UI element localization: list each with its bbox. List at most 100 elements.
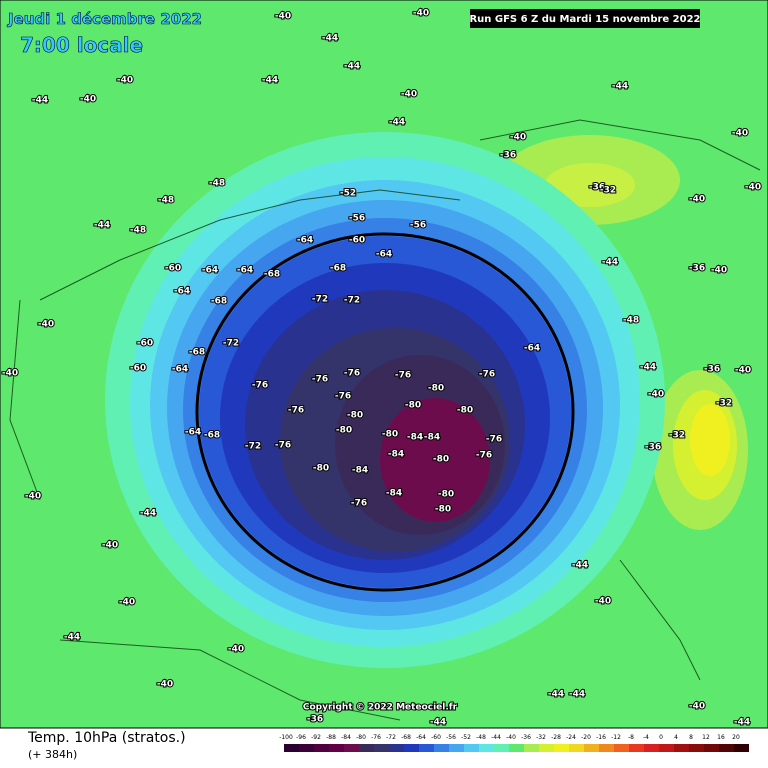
scale-label: 12 — [702, 734, 710, 741]
contour-label: -40 — [38, 320, 54, 330]
contour-label: -40 — [275, 12, 291, 22]
contour-label: -84 — [386, 489, 402, 499]
contour-label: -76 — [275, 441, 291, 451]
contour-label: -68 — [264, 270, 280, 280]
scale-label: -92 — [311, 734, 321, 741]
scale-swatch — [404, 744, 419, 752]
scale-label: 16 — [717, 734, 725, 741]
contour-label: -36 — [307, 715, 323, 725]
contour-label: -64 — [202, 266, 218, 276]
contour-label: -40 — [228, 645, 244, 655]
scale-swatch — [344, 744, 359, 752]
contour-label: -40 — [413, 9, 429, 19]
contour-label: -44 — [548, 690, 564, 700]
contour-label: -44 — [602, 258, 618, 268]
scale-label: 4 — [674, 734, 678, 741]
contour-label: -76 — [335, 392, 351, 402]
contour-label: -36 — [704, 365, 720, 375]
contour-label: -52 — [340, 189, 356, 199]
contour-label: -40 — [157, 680, 173, 690]
contour-label: -44 — [612, 82, 628, 92]
forecast-date: Jeudi 1 décembre 2022 — [7, 10, 202, 28]
run-info: Run GFS 6 Z du Mardi 15 novembre 2022 — [469, 14, 700, 25]
scale-swatch — [629, 744, 644, 752]
contour-label: -48 — [209, 179, 225, 189]
contour-label: -80 — [457, 406, 473, 416]
contour-label: -40 — [80, 95, 96, 105]
scale-label: 8 — [689, 734, 693, 741]
contour-label: -44 — [389, 118, 405, 128]
contour-label: -64 — [376, 250, 392, 260]
contour-label: -64 — [297, 236, 313, 246]
map — [0, 0, 768, 729]
scale-label: -24 — [566, 734, 576, 741]
forecast-time: 7:00 locale — [20, 33, 143, 57]
contour-label: -76 — [252, 381, 268, 391]
contour-label: -44 — [572, 561, 588, 571]
contour-label: -68 — [211, 297, 227, 307]
contour-label: -44 — [344, 62, 360, 72]
contour-label: -44 — [734, 718, 750, 728]
contour-label: -72 — [245, 442, 261, 452]
contour-labels: -40 -40 -44 -44 -40 -40 -44 -44 -40 -44 -44 -40 -36 -… — [1, 8, 762, 729]
contour-label: -84 — [388, 450, 404, 460]
scale-label: -20 — [581, 734, 591, 741]
contour-label: -44 — [262, 76, 278, 86]
scale-label: 0 — [659, 734, 663, 741]
scale-label: -52 — [461, 734, 471, 741]
contour-label: -48 — [623, 316, 639, 326]
contour-label: -44 — [569, 690, 585, 700]
contour-label: -84 — [407, 433, 423, 443]
contour-label: -40 — [735, 366, 751, 376]
scale-label: -80 — [356, 734, 366, 741]
contour-label: -64 — [237, 266, 253, 276]
contour-label: -80 — [435, 505, 451, 515]
scale-label: -100 — [279, 734, 293, 741]
scale-swatch — [464, 744, 479, 752]
contour-label: -80 — [433, 455, 449, 465]
contour-label: -80 — [313, 464, 329, 474]
contour-label: -40 — [2, 369, 18, 379]
scale-swatch — [734, 744, 749, 752]
scale-label: -44 — [491, 734, 501, 741]
scale-label: -96 — [296, 734, 306, 741]
contour-label: -40 — [117, 76, 133, 86]
contour-label: -44 — [64, 633, 80, 643]
contour-label: -44 — [32, 96, 48, 106]
scale-swatch — [494, 744, 509, 752]
scale-label: -72 — [386, 734, 396, 741]
scale-swatch — [284, 744, 299, 752]
scale-swatch — [389, 744, 404, 752]
scale-swatch — [644, 744, 659, 752]
contour-label: -80 — [336, 426, 352, 436]
contour-label: -64 — [174, 287, 190, 297]
scale-swatch — [509, 744, 524, 752]
scale-label: -84 — [341, 734, 351, 741]
contour-label: -48 — [130, 226, 146, 236]
contour-label: -32 — [716, 399, 732, 409]
contour-label: -44 — [94, 221, 110, 231]
contour-label: -72 — [223, 339, 239, 349]
color-scale: -100 -96 -92 -88 -84 -80 -76 -72 -68 -64 -60 -56 -52… — [279, 734, 749, 752]
contour-label: -32 — [600, 186, 616, 196]
scale-swatch — [689, 744, 704, 752]
scale-label: -32 — [536, 734, 546, 741]
contour-label: -40 — [648, 390, 664, 400]
contour-label: -76 — [351, 499, 367, 509]
scale-label: 20 — [732, 734, 740, 741]
scale-swatch — [569, 744, 584, 752]
contour-label: -64 — [172, 365, 188, 375]
contour-label: -40 — [119, 598, 135, 608]
scale-swatch — [329, 744, 344, 752]
footer-title: Temp. 10hPa (stratos.) — [27, 730, 186, 746]
scale-swatch — [599, 744, 614, 752]
scale-label: -40 — [506, 734, 516, 741]
scale-swatch — [719, 744, 734, 752]
scale-swatch — [449, 744, 464, 752]
contour-label: -44 — [140, 509, 156, 519]
contour-label: -40 — [510, 133, 526, 143]
contour-label: -60 — [137, 339, 153, 349]
scale-swatch — [314, 744, 329, 752]
